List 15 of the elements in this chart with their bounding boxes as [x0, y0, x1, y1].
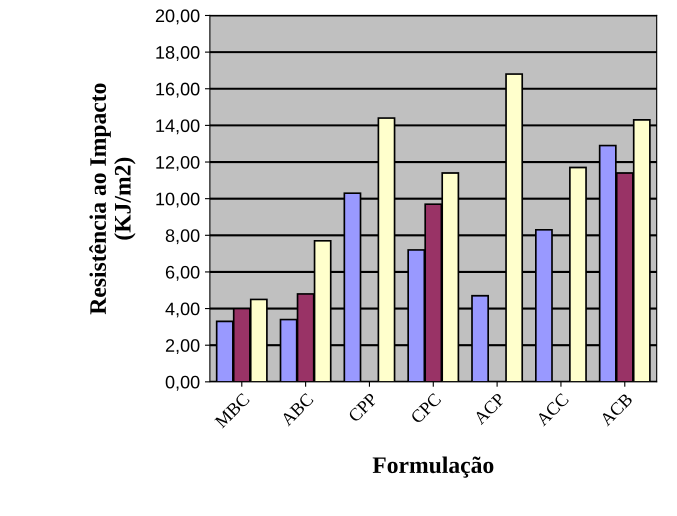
- y-tick-label: 8,00: [166, 229, 200, 244]
- y-tick-label: 20,00: [156, 9, 200, 24]
- y-tick-label: 14,00: [156, 119, 200, 134]
- y-tick-label: 4,00: [165, 302, 200, 318]
- y-tick-label: 2,00: [166, 339, 200, 354]
- y-tick-label: 16,00: [156, 82, 200, 98]
- y-tick-label: 18,00: [156, 46, 200, 61]
- x-axis-title: Formulação: [372, 456, 494, 478]
- y-tick-label: 0,00: [166, 376, 200, 391]
- x-tick-label: CPC: [410, 392, 442, 424]
- y-tick-label: 12,00: [156, 156, 200, 171]
- x-tick-label: CPP: [348, 392, 378, 423]
- y-axis-title: Resistência ao Impacto (KJ/m2): [89, 83, 136, 314]
- y-tick-label: 6,00: [166, 266, 200, 281]
- y-tick-label: 10,00: [156, 192, 200, 208]
